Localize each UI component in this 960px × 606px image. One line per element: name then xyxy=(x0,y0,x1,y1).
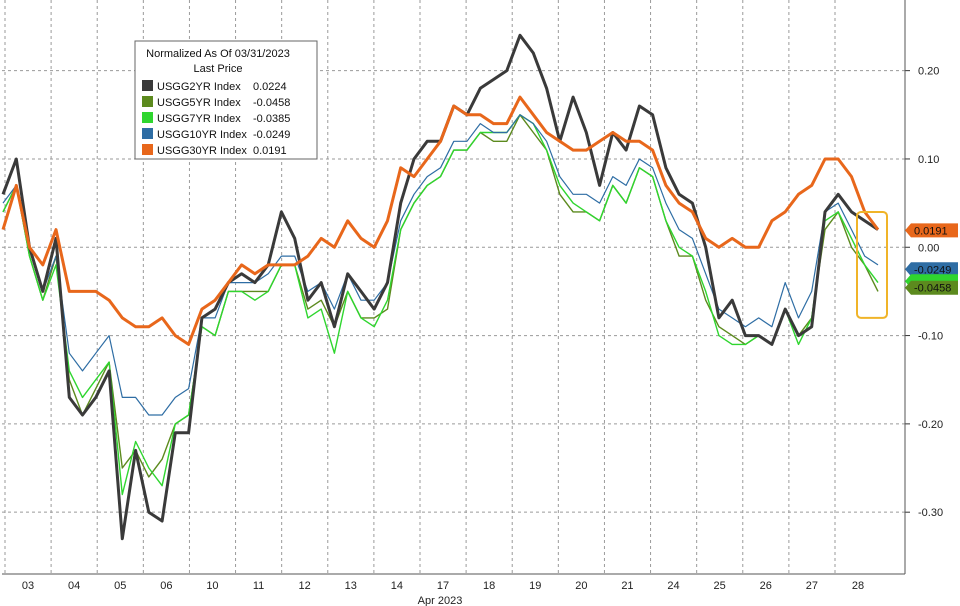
x-tick-label: 03 xyxy=(22,580,34,592)
legend-series-value: 0.0224 xyxy=(253,81,287,93)
series-line-usgg7yr-index xyxy=(2,114,879,496)
x-tick-label: 19 xyxy=(529,580,541,592)
legend-series-name: USGG5YR Index xyxy=(157,97,241,109)
x-tick-label: 05 xyxy=(114,580,126,592)
legend-series-value: -0.0249 xyxy=(253,129,290,141)
highlight-box xyxy=(856,210,888,319)
series-line-usgg5yr-index xyxy=(2,114,879,478)
legend-swatch xyxy=(142,128,153,139)
right-value-tags: 0.0191 -0.0249 -0.0458 xyxy=(905,223,958,295)
legend-series-value: -0.0385 xyxy=(253,113,290,125)
value-tag: 0.0191 xyxy=(905,223,958,238)
legend-swatch xyxy=(142,144,153,155)
series-line-usgg10yr-index xyxy=(2,114,879,416)
y-tick-label: 0.20 xyxy=(918,66,939,78)
x-tick-label: 24 xyxy=(667,580,679,592)
legend-title: Normalized As Of 03/31/2023 xyxy=(146,48,290,60)
x-tick-label: 11 xyxy=(253,580,264,592)
legend-series-name: USGG30YR Index xyxy=(157,145,247,157)
x-tick-label: 28 xyxy=(852,580,864,592)
x-tick-label: 20 xyxy=(575,580,587,592)
x-tick-label: 17 xyxy=(437,580,449,592)
series-line-usgg30yr-index xyxy=(1,95,880,346)
value-tag: -0.0249 xyxy=(905,262,958,277)
value-tag-label: -0.0458 xyxy=(914,283,951,295)
x-axis-label: Apr 2023 xyxy=(418,595,463,606)
x-tick-label: 10 xyxy=(206,580,218,592)
x-tick-label: 04 xyxy=(68,580,80,592)
legend-swatch xyxy=(142,112,153,123)
value-tag-label: -0.0249 xyxy=(914,264,951,276)
value-tag-shape xyxy=(905,262,958,277)
x-tick-label: 06 xyxy=(160,580,172,592)
legend-subtitle: Last Price xyxy=(194,63,243,75)
latest-highlight-rect xyxy=(856,210,888,319)
value-tag-shape xyxy=(905,280,958,295)
legend-box xyxy=(134,40,318,160)
y-tick-label: -0.10 xyxy=(918,331,943,343)
y-tick-label: -0.20 xyxy=(918,419,943,431)
legend-series-name: USGG7YR Index xyxy=(157,113,241,125)
series-lines xyxy=(1,33,880,541)
legend-series-value: 0.0191 xyxy=(253,145,287,157)
x-tick-label: 18 xyxy=(483,580,495,592)
legend: Normalized As Of 03/31/2023 Last Price USG… xyxy=(134,40,318,160)
value-tag: -0.0458 xyxy=(905,280,958,295)
legend-swatch xyxy=(142,96,153,107)
x-tick-label: 25 xyxy=(714,580,726,592)
series-line-usgg2yr-index xyxy=(1,33,879,541)
y-tick-label: -0.30 xyxy=(918,507,943,519)
x-tick-label: 14 xyxy=(391,580,403,592)
legend-series-name: USGG2YR Index xyxy=(157,81,241,93)
legend-series-value: -0.0458 xyxy=(253,97,290,109)
legend-swatch xyxy=(142,80,153,91)
y-tick-label: 0.10 xyxy=(918,154,939,166)
x-tick-label: 13 xyxy=(345,580,357,592)
x-tick-label: 27 xyxy=(806,580,818,592)
value-tag-label: 0.0191 xyxy=(914,225,948,237)
x-tick-label: 21 xyxy=(621,580,633,592)
x-tick-label: 12 xyxy=(299,580,311,592)
x-tick-label: 26 xyxy=(760,580,772,592)
legend-series-name: USGG10YR Index xyxy=(157,129,247,141)
y-tick-label: 0.00 xyxy=(918,242,939,254)
value-tag-shape xyxy=(905,223,958,238)
